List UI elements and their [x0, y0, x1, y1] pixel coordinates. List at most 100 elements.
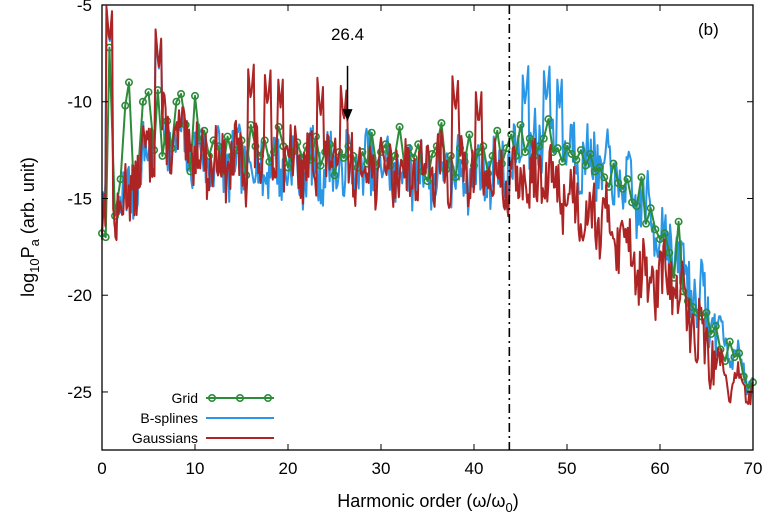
legend-item-grid: Grid: [172, 390, 274, 406]
y-tick-label: -25: [67, 383, 92, 402]
data-point: [576, 146, 585, 155]
x-tick-label: 0: [97, 459, 106, 478]
data-point: [572, 155, 581, 164]
data-point: [330, 171, 339, 180]
data-point: [735, 349, 744, 358]
data-point: [674, 217, 683, 226]
x-axis-label-subscript: 0: [505, 500, 512, 515]
data-point: [730, 353, 739, 362]
x-axis-label: Harmonic order (ω/ω0): [337, 491, 518, 515]
data-point: [632, 202, 641, 211]
y-tick-label: -5: [77, 0, 92, 15]
y-tick-label: -10: [67, 93, 92, 112]
data-point: [725, 337, 734, 346]
annotation: 26.4: [331, 25, 364, 122]
data-point: [595, 163, 604, 172]
data-point: [525, 134, 534, 143]
data-point: [567, 149, 576, 158]
annotation-arrow-head: [342, 109, 353, 122]
legend-item-b-splines: B-splines: [140, 410, 274, 426]
panel-label: (b): [698, 20, 719, 39]
data-point: [660, 229, 669, 238]
legend-label: Grid: [172, 390, 198, 406]
y-axis-label-mid: P: [18, 246, 38, 258]
data-point: [172, 97, 181, 106]
data-point: [395, 122, 404, 131]
data-point: [655, 235, 664, 244]
data-point: [581, 161, 590, 170]
legend-label: Gaussians: [132, 430, 198, 446]
data-point: [665, 248, 674, 257]
data-point: [507, 130, 516, 139]
legend-marker: [236, 393, 245, 402]
data-point: [121, 101, 130, 110]
data-point: [274, 122, 283, 131]
data-point: [618, 184, 627, 193]
annotation-label: 26.4: [331, 25, 364, 44]
data-point: [702, 308, 711, 317]
data-point: [376, 148, 385, 157]
legend-marker: [263, 393, 272, 402]
data-point: [521, 148, 530, 157]
y-axis-label: log10Pa (arb. unit): [18, 157, 42, 297]
y-tick-label: -15: [67, 189, 92, 208]
x-tick-label: 40: [465, 459, 484, 478]
data-point: [516, 120, 525, 129]
data-point: [600, 173, 609, 182]
x-tick-label: 50: [558, 459, 577, 478]
data-point: [437, 119, 446, 128]
data-point: [609, 159, 618, 168]
data-point: [423, 177, 432, 186]
data-point: [586, 149, 595, 158]
data-point: [502, 144, 511, 153]
data-point: [200, 126, 209, 135]
data-point: [367, 128, 376, 137]
series-line: [101, 5, 754, 406]
legend-item-gaussians: Gaussians: [132, 430, 274, 446]
legend-marker: [208, 393, 217, 402]
data-point: [223, 132, 232, 141]
y-axis: -5 -10 -15 -20 -25: [67, 0, 753, 402]
data-point: [642, 219, 651, 228]
x-tick-label: 10: [186, 459, 205, 478]
data-point: [553, 144, 562, 153]
plot-frame: [101, 4, 754, 451]
y-axis-label-prefix: log: [18, 273, 38, 297]
x-tick-label: 30: [372, 459, 391, 478]
data-point: [562, 142, 571, 151]
legend-label: B-splines: [140, 410, 198, 426]
data-point: [493, 126, 502, 135]
data-point: [693, 308, 702, 317]
data-point: [628, 198, 637, 207]
y-tick-label: -20: [67, 286, 92, 305]
x-tick-label: 20: [279, 459, 298, 478]
data-point: [191, 91, 200, 100]
x-axis: 0 10 20 30 40 50 60 70: [97, 5, 762, 478]
x-axis-label-main: Harmonic order (ω/ω: [337, 491, 505, 511]
series-gaussians: [101, 5, 754, 406]
y-axis-label-sub2: a: [27, 238, 42, 246]
data-point: [646, 204, 655, 213]
data-point: [539, 134, 548, 143]
x-tick-label: 70: [744, 459, 763, 478]
data-point: [651, 225, 660, 234]
data-point: [144, 88, 153, 97]
data-point: [614, 179, 623, 188]
data-point: [177, 90, 186, 99]
data-point: [558, 157, 567, 166]
series-line: [101, 46, 754, 390]
data-point: [339, 153, 348, 162]
data-point: [479, 142, 488, 151]
data-point: [138, 97, 147, 106]
data-point: [124, 78, 133, 87]
data-point: [711, 322, 720, 331]
data-point: [465, 130, 474, 139]
data-point: [623, 175, 632, 184]
y-axis-label-sub1: 10: [27, 258, 42, 272]
x-axis-label-close: ): [513, 491, 519, 511]
series-layer: [98, 5, 757, 406]
data-point: [590, 167, 599, 176]
x-tick-label: 60: [651, 459, 670, 478]
